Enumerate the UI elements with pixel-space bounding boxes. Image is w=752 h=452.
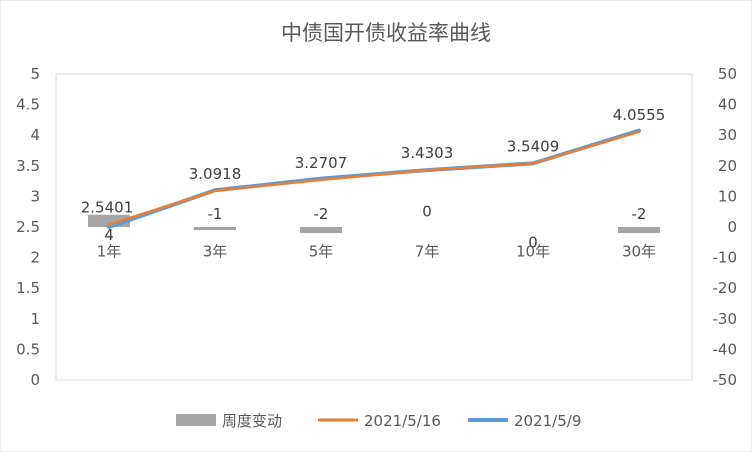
y-right-tick-label: -40 [713, 340, 738, 358]
weekly-change-data-label: -2 [632, 205, 647, 223]
y-right-tick-label: 50 [718, 65, 737, 83]
y-right-tick-label: 10 [718, 187, 737, 205]
y-right-tick-label: 30 [718, 126, 737, 144]
x-category-label: 30年 [622, 242, 656, 260]
y-right-tick-label: 40 [718, 96, 737, 114]
yield-data-label: 3.4303 [401, 144, 454, 162]
yield-data-label: 2.5401 [81, 199, 134, 217]
y-left-tick-label: 4 [30, 126, 40, 144]
bar-weekly-change-1 [194, 227, 236, 231]
category-labels: 1年 3年 5年 7年 10年 30年 [97, 242, 656, 260]
x-category-label: 1年 [97, 242, 122, 260]
y-left-tick-label: 0 [30, 371, 40, 389]
bar-weekly-change-2 [300, 227, 342, 234]
y-left-tick-label: 1 [30, 310, 40, 328]
line-series [107, 128, 641, 229]
weekly-change-data-label: 4 [104, 226, 114, 244]
y-left-tick-label: 5 [30, 65, 40, 83]
y-left-tick-label: 1.5 [16, 279, 40, 297]
weekly-change-data-label: 0 [528, 233, 538, 251]
legend-label-prev-week: 2021/5/9 [514, 412, 581, 430]
chart-title: 中债国开债收益率曲线 [281, 21, 491, 45]
yield-data-label: 3.0918 [189, 165, 242, 183]
line-current-week [107, 130, 641, 226]
yield-data-label: 3.5409 [507, 137, 560, 155]
y-right-tick-label: -10 [713, 249, 738, 267]
weekly-change-data-label: -1 [208, 205, 223, 223]
legend-swatch-weekly-change [176, 414, 216, 426]
x-category-label: 7年 [415, 242, 440, 260]
y-left-tick-label: 3.5 [16, 157, 40, 175]
y-right-tick-label: -30 [713, 310, 738, 328]
y-left-tick-label: 2 [30, 249, 40, 267]
legend-label-weekly-change: 周度变动 [222, 412, 282, 430]
yield-data-label: 3.2707 [295, 154, 348, 172]
x-category-label: 5年 [309, 242, 334, 260]
legend: 周度变动 2021/5/16 2021/5/9 [176, 412, 581, 430]
y-right-tick-label: -50 [713, 371, 738, 389]
y-left-tick-label: 3 [30, 187, 40, 205]
yield-data-label: 4.0555 [613, 106, 666, 124]
y-left-tick-label: 2.5 [16, 218, 40, 236]
weekly-change-data-label: 0 [422, 202, 432, 220]
y-left-tick-label: 0.5 [16, 340, 40, 358]
y-right-tick-label: 0 [727, 218, 737, 236]
y-left-tick-label: 4.5 [16, 96, 40, 114]
legend-label-current-week: 2021/5/16 [364, 412, 441, 430]
bar-weekly-change-5 [618, 227, 660, 234]
weekly-change-data-label: -2 [314, 205, 329, 223]
y-right-tick-label: 20 [718, 157, 737, 175]
x-category-label: 10年 [516, 242, 550, 260]
plot-area [55, 73, 693, 381]
x-category-label: 3年 [203, 242, 228, 260]
data-labels: 2.5401 3.0918 3.2707 3.4303 3.5409 4.0555 4 -1 -… [81, 106, 666, 252]
axes: 00.511.522.533.544.55-50-40-30-20-100102… [16, 65, 737, 389]
y-right-tick-label: -20 [713, 279, 738, 297]
